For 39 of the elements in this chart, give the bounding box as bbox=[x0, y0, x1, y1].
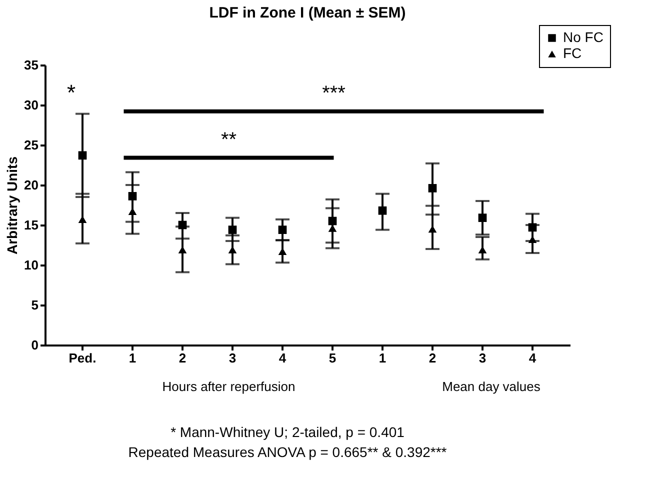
annotation: * bbox=[66, 80, 76, 105]
point bbox=[228, 226, 237, 234]
y-tick-label: 5 bbox=[31, 298, 38, 312]
y-tick-label: 35 bbox=[24, 58, 38, 72]
point bbox=[328, 216, 337, 226]
x-tick-label: 1 bbox=[128, 350, 136, 366]
point bbox=[178, 220, 187, 230]
text: * Mann-Whitney U; 2-tailed, p = 0.401 bbox=[170, 424, 405, 440]
ref-line-label: *** bbox=[322, 82, 346, 104]
y-tick-label: 10 bbox=[24, 258, 38, 272]
y-tick-label: 25 bbox=[24, 138, 38, 152]
point bbox=[378, 206, 387, 215]
y-axis-title: Arbitrary Units bbox=[4, 156, 20, 255]
point bbox=[478, 214, 487, 222]
point bbox=[128, 192, 137, 200]
point bbox=[528, 223, 537, 232]
legend-label: No FC bbox=[563, 29, 604, 45]
x-tick-label: 2 bbox=[178, 350, 186, 366]
point bbox=[428, 184, 437, 192]
x-tick-label: 4 bbox=[278, 350, 287, 366]
y-tick-label: 15 bbox=[24, 218, 38, 232]
x-tick-label: 3 bbox=[478, 350, 486, 366]
x-tick-label: 5 bbox=[328, 350, 336, 366]
chart-title: LDF in Zone I (Mean ± SEM) bbox=[209, 4, 406, 22]
y-tick-label: 30 bbox=[24, 98, 38, 112]
x-tick-label: 4 bbox=[528, 350, 537, 366]
text: Hours after reperfusion bbox=[162, 379, 296, 394]
x-tick-label: 1 bbox=[378, 350, 386, 366]
y-tick-label: 20 bbox=[24, 178, 38, 192]
text: Repeated Measures ANOVA p = 0.665** & 0.392*** bbox=[128, 444, 448, 460]
point bbox=[278, 226, 287, 234]
legend-label: FC bbox=[563, 45, 582, 61]
point bbox=[78, 151, 87, 160]
x-tick-label: Ped. bbox=[68, 350, 96, 366]
y-tick-label: 0 bbox=[31, 338, 38, 352]
text: Mean day values bbox=[442, 379, 541, 394]
ref-line-label: ** bbox=[220, 128, 237, 151]
x-tick-label: 3 bbox=[228, 350, 236, 366]
x-tick-label: 2 bbox=[428, 350, 436, 366]
